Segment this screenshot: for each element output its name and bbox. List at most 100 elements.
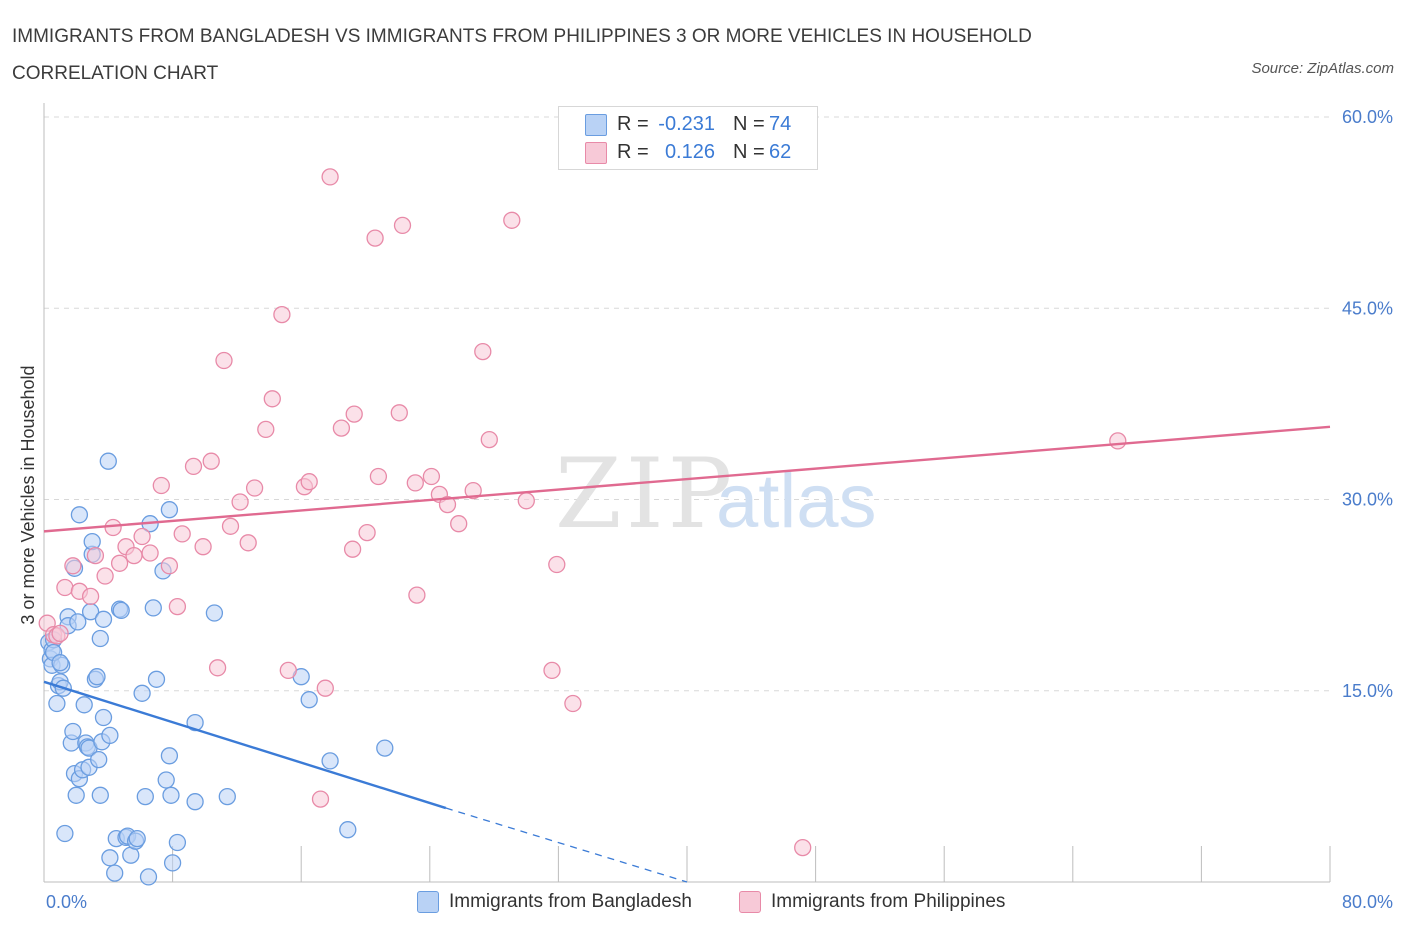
point-philippines bbox=[438, 495, 457, 514]
point-bangladesh bbox=[168, 833, 187, 852]
point-philippines bbox=[173, 525, 191, 543]
legend-swatch-philippines bbox=[585, 142, 607, 164]
legend-label-philippines: Immigrants from Philippines bbox=[771, 891, 1006, 912]
point-philippines bbox=[221, 517, 240, 535]
n-value-philippines: 62 bbox=[769, 141, 792, 163]
point-bangladesh bbox=[69, 613, 87, 631]
point-bangladesh bbox=[157, 771, 175, 789]
point-philippines bbox=[141, 544, 159, 562]
point-philippines bbox=[279, 661, 297, 680]
point-philippines bbox=[64, 557, 82, 575]
point-bangladesh bbox=[56, 824, 74, 843]
r-label: R = bbox=[617, 113, 649, 135]
point-philippines bbox=[503, 211, 521, 229]
point-bangladesh bbox=[64, 722, 82, 741]
point-bangladesh bbox=[186, 793, 204, 811]
legend-swatch-bangladesh bbox=[585, 114, 607, 136]
point-bangladesh bbox=[106, 864, 124, 882]
n-value-bangladesh: 74 bbox=[769, 113, 792, 135]
watermark-atlas: atlas bbox=[716, 459, 877, 544]
point-philippines bbox=[239, 534, 257, 552]
y-tick-label: 30.0% bbox=[1342, 490, 1393, 510]
point-bangladesh bbox=[83, 532, 101, 551]
point-philippines bbox=[86, 546, 105, 565]
correlation-legend: R = -0.231 N = 74 R = 0.126 N = 62 bbox=[558, 106, 818, 170]
point-philippines bbox=[81, 587, 100, 606]
source-label: Source: ZipAtlas.com bbox=[1251, 60, 1394, 77]
point-bangladesh bbox=[70, 506, 89, 524]
point-bangladesh bbox=[91, 629, 109, 648]
point-philippines bbox=[263, 390, 281, 408]
point-philippines bbox=[96, 567, 114, 585]
point-philippines bbox=[125, 546, 143, 565]
x-tick-label-max: 80.0% bbox=[1342, 892, 1393, 912]
point-bangladesh bbox=[205, 604, 224, 622]
point-philippines bbox=[548, 555, 566, 574]
point-philippines bbox=[316, 679, 334, 697]
legend-label-bangladesh: Immigrants from Bangladesh bbox=[449, 891, 692, 912]
trendline-bangladesh bbox=[43, 680, 447, 810]
point-bangladesh bbox=[163, 854, 182, 872]
point-philippines bbox=[345, 405, 363, 423]
point-philippines bbox=[133, 527, 151, 546]
point-philippines bbox=[110, 554, 129, 572]
points-layer bbox=[38, 168, 1127, 886]
point-philippines bbox=[450, 515, 468, 533]
point-bangladesh bbox=[90, 750, 108, 769]
point-bangladesh bbox=[51, 654, 69, 672]
grid-layer bbox=[44, 116, 1330, 692]
point-philippines bbox=[202, 452, 220, 470]
point-philippines bbox=[300, 473, 318, 491]
point-philippines bbox=[51, 624, 69, 643]
r-value-bangladesh: -0.231 bbox=[658, 113, 715, 135]
point-philippines bbox=[321, 168, 339, 186]
series-legend: Immigrants from Bangladesh Immigrants fr… bbox=[0, 888, 1406, 918]
point-philippines bbox=[257, 420, 275, 439]
point-bangladesh bbox=[91, 786, 109, 804]
trendline-philippines bbox=[43, 425, 1331, 533]
point-bangladesh bbox=[376, 739, 394, 757]
point-bangladesh bbox=[136, 787, 154, 806]
point-bangladesh bbox=[147, 670, 166, 688]
point-philippines bbox=[1109, 432, 1127, 450]
point-bangladesh bbox=[162, 786, 180, 804]
point-philippines bbox=[160, 557, 179, 575]
point-bangladesh bbox=[99, 452, 117, 470]
point-bangladesh bbox=[133, 684, 151, 702]
point-bangladesh bbox=[186, 713, 204, 732]
watermark-zip: ZIP bbox=[555, 438, 736, 550]
point-philippines bbox=[194, 538, 212, 556]
point-philippines bbox=[517, 492, 535, 510]
y-tick-label: 15.0% bbox=[1342, 681, 1393, 701]
point-bangladesh bbox=[218, 787, 236, 806]
point-bangladesh bbox=[300, 691, 318, 709]
point-bangladesh bbox=[160, 747, 179, 765]
watermark: ZIP atlas bbox=[555, 438, 877, 550]
point-bangladesh bbox=[48, 694, 66, 713]
point-philippines bbox=[152, 476, 170, 495]
point-philippines bbox=[273, 305, 291, 324]
point-bangladesh bbox=[144, 599, 162, 617]
n-label: N = bbox=[733, 141, 765, 163]
point-philippines bbox=[474, 342, 492, 361]
point-philippines bbox=[231, 493, 249, 511]
chart-title: IMMIGRANTS FROM BANGLADESH VS IMMIGRANTS… bbox=[12, 26, 1032, 84]
point-bangladesh bbox=[160, 501, 179, 519]
point-bangladesh bbox=[101, 849, 119, 867]
trendline-bangladesh-extension bbox=[445, 807, 688, 883]
point-philippines bbox=[369, 467, 388, 486]
y-tick-label: 60.0% bbox=[1342, 107, 1393, 127]
trend-layer bbox=[43, 425, 1331, 883]
legend-swatch-philippines bbox=[739, 891, 761, 913]
point-philippines bbox=[332, 419, 351, 437]
point-philippines bbox=[184, 457, 203, 476]
point-bangladesh bbox=[67, 786, 85, 804]
point-philippines bbox=[311, 790, 330, 808]
point-philippines bbox=[104, 518, 122, 537]
point-philippines bbox=[480, 430, 498, 449]
point-philippines bbox=[406, 474, 424, 492]
axis-layer: 15.0% 30.0% 45.0% 60.0% 0.0% 80.0% bbox=[43, 103, 1393, 912]
point-bangladesh bbox=[321, 752, 339, 770]
y-tick-label: 45.0% bbox=[1342, 298, 1393, 318]
